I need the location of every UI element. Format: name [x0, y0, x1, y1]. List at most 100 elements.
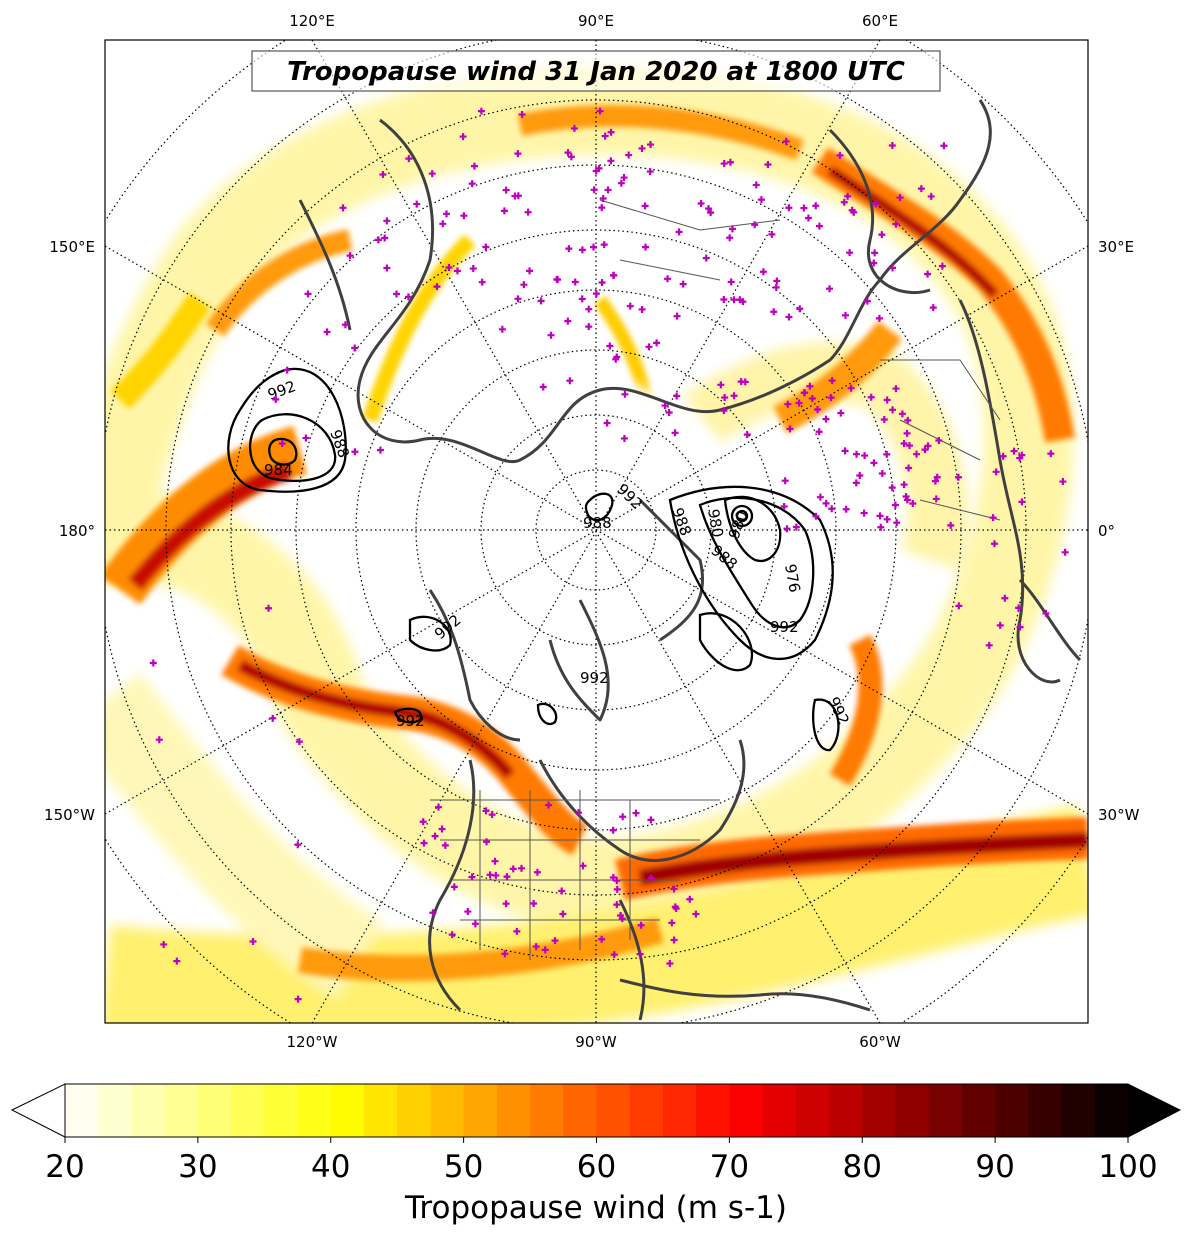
station-marker [888, 484, 896, 492]
station-marker [486, 871, 494, 879]
station-marker [509, 865, 517, 873]
station-marker [607, 157, 615, 165]
colorbar-cell [829, 1084, 863, 1137]
station-marker [870, 259, 878, 267]
station-marker [502, 186, 510, 194]
map-panel: 992 988 984 992 988 988 980 980 976 988 … [44, 12, 1140, 1051]
station-marker [641, 202, 649, 210]
surface-pressure-contours [227, 367, 840, 752]
colorbar-cell [197, 1084, 232, 1137]
lon-label-bottom: 90°W [575, 1033, 617, 1051]
contour-label: 976 [781, 563, 804, 594]
station-marker [511, 192, 519, 200]
station-marker [782, 137, 790, 145]
station-marker [524, 208, 532, 216]
station-marker [999, 452, 1007, 460]
station-marker [752, 181, 760, 189]
station-marker [671, 429, 679, 437]
station-marker [513, 927, 521, 935]
colorbar-cell [995, 1084, 1029, 1137]
colorbar-tick-label: 70 [710, 1149, 749, 1185]
station-marker [620, 174, 628, 182]
station-marker [932, 495, 940, 503]
station-marker [850, 208, 858, 216]
station-marker [491, 857, 499, 865]
station-marker [828, 505, 836, 513]
station-marker [645, 343, 653, 351]
colorbar-cell [1061, 1084, 1096, 1137]
station-marker [814, 406, 822, 414]
station-marker [249, 937, 257, 945]
station-marker [686, 895, 694, 903]
station-marker [728, 225, 736, 233]
tropopause-wind-field [105, 64, 1088, 1023]
station-marker [860, 509, 868, 517]
station-marker [837, 409, 845, 417]
station-marker [547, 331, 555, 339]
colorbar-label: Tropopause wind (m s-1) [404, 1190, 787, 1226]
station-marker [1016, 623, 1024, 631]
contour-label: 992 [396, 712, 425, 730]
station-marker [478, 278, 486, 286]
longitude-labels: 120°E 90°E 60°E 120°W 90°W 60°W 150°E 18… [44, 12, 1140, 1051]
station-marker [554, 276, 562, 284]
station-marker [269, 714, 277, 722]
station-marker [888, 264, 896, 272]
station-marker [448, 931, 456, 939]
station-marker [598, 278, 606, 286]
colorbar-cell [762, 1084, 797, 1137]
station-marker [1001, 594, 1009, 602]
lon-label-top: 60°E [862, 12, 898, 30]
colorbar-cell [164, 1084, 199, 1137]
station-marker [883, 515, 891, 523]
station-marker [304, 290, 312, 298]
contour-label: 988 [583, 514, 612, 532]
station-marker [800, 389, 808, 397]
lon-label-bottom: 60°W [859, 1033, 901, 1051]
colorbar-cell [530, 1084, 564, 1137]
station-marker [439, 220, 447, 228]
station-marker [559, 910, 567, 918]
station-marker [567, 153, 575, 161]
station-marker [564, 317, 572, 325]
lon-label-top: 120°E [289, 12, 335, 30]
station-marker [619, 813, 627, 821]
station-marker [603, 419, 611, 427]
station-marker [642, 243, 650, 251]
station-marker [404, 293, 412, 301]
lon-label-left: 180° [59, 522, 95, 540]
station-marker [610, 951, 618, 959]
station-marker [673, 392, 681, 400]
station-marker [702, 254, 710, 262]
station-marker [661, 402, 669, 410]
station-marker [160, 940, 168, 948]
colorbar-cell [363, 1084, 398, 1137]
station-marker [413, 200, 421, 208]
station-marker [665, 408, 673, 416]
station-marker [565, 245, 573, 253]
colorbar-cell [463, 1084, 498, 1137]
station-marker [668, 919, 676, 927]
station-marker [381, 234, 389, 242]
station-marker [826, 285, 834, 293]
station-marker [938, 262, 946, 270]
lon-label-right: 0° [1098, 522, 1115, 540]
station-marker [773, 277, 781, 285]
station-marker [578, 295, 586, 303]
lon-label-bottom: 120°W [287, 1033, 338, 1051]
station-marker [302, 434, 310, 442]
station-marker [743, 431, 751, 439]
station-marker [954, 473, 962, 481]
station-marker [883, 450, 891, 458]
station-marker [638, 144, 646, 152]
colorbar-tick-label: 20 [45, 1149, 84, 1185]
station-marker [924, 270, 932, 278]
station-marker [441, 841, 449, 849]
station-marker [464, 908, 472, 916]
title-box: Tropopause wind 31 Jan 2020 at 1800 UTC [251, 50, 941, 92]
map-frame [104, 39, 1089, 1024]
station-marker [672, 905, 680, 913]
station-marker [990, 540, 998, 548]
station-marker [822, 499, 830, 507]
station-marker [878, 470, 886, 478]
